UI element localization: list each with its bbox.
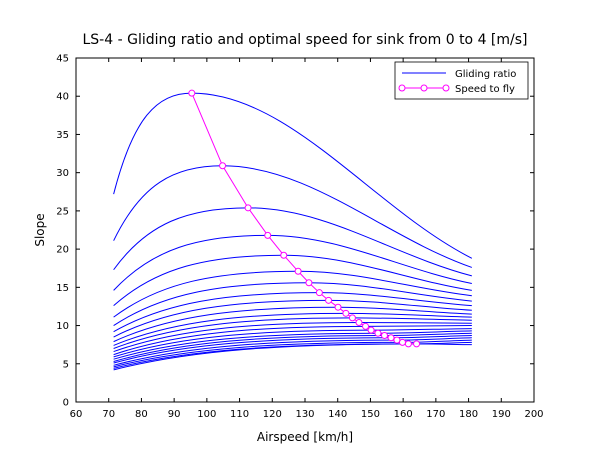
legend-marker-speed-to-fly: [398, 84, 406, 92]
gliding-ratio-curve: [113, 299, 472, 338]
speed-to-fly-point: [413, 340, 421, 348]
x-tick-label: 60: [70, 409, 83, 420]
speed-to-fly-series: [188, 89, 421, 348]
speed-to-fly-point: [188, 89, 196, 97]
x-tick-label: 160: [394, 409, 413, 420]
speed-to-fly-point: [398, 338, 406, 346]
gliding-ratio-curve: [113, 339, 472, 368]
x-tick-label: 90: [168, 409, 181, 420]
gliding-ratio-curve: [113, 332, 472, 362]
gliding-ratio-curve: [113, 306, 472, 343]
gliding-ratio-curve: [113, 312, 472, 346]
x-tick-label: 80: [135, 409, 148, 420]
x-tick-label: 150: [361, 409, 380, 420]
speed-to-fly-point: [342, 309, 350, 317]
speed-to-fly-point: [219, 162, 227, 170]
y-tick-label: 35: [56, 130, 69, 141]
y-tick-label: 10: [56, 321, 69, 332]
gliding-ratio-curve: [113, 207, 472, 277]
legend-box: [394, 61, 529, 100]
gliding-ratio-curve: [113, 343, 472, 371]
speed-to-fly-point: [280, 251, 288, 259]
legend: Gliding ratio Speed to fly: [394, 61, 529, 100]
speed-to-fly-point: [305, 279, 313, 287]
y-tick-label: 25: [56, 206, 69, 217]
gliding-ratio-curve: [113, 328, 472, 358]
speed-to-fly-point: [374, 329, 382, 337]
y-tick-label: 0: [63, 398, 69, 409]
speed-to-fly-point: [355, 318, 363, 326]
speed-to-fly-point: [264, 231, 272, 239]
x-tick-label: 130: [295, 409, 314, 420]
y-tick-label: 15: [56, 283, 69, 294]
speed-to-fly-point: [367, 326, 375, 334]
gliding-ratio-curve: [113, 334, 472, 364]
x-tick-label: 200: [524, 409, 543, 420]
speed-to-fly-point: [362, 322, 370, 330]
speed-to-fly-point: [334, 303, 342, 311]
gliding-ratio-curve: [113, 165, 473, 268]
speed-to-fly-point: [404, 340, 412, 348]
gliding-ratio-curve: [113, 325, 472, 356]
gliding-ratio-curves: [113, 92, 473, 371]
x-tick-label: 110: [230, 409, 249, 420]
speed-to-fly-point: [387, 334, 395, 342]
y-tick-label: 20: [56, 245, 69, 256]
gliding-ratio-curve: [113, 330, 472, 360]
y-axis-label: Slope: [33, 213, 47, 246]
speed-to-fly-point: [294, 267, 302, 275]
y-tick-label: 5: [63, 359, 69, 370]
legend-label-speed-to-fly: Speed to fly: [455, 84, 515, 95]
y-tick-label: 45: [56, 54, 69, 65]
legend-label-gliding-ratio: Gliding ratio: [455, 69, 516, 80]
y-axis-ticks: 0 5 10 15 20 25 30 35 40 45: [56, 54, 534, 409]
x-axis-label: Airspeed [km/h]: [257, 430, 353, 444]
chart-title: LS-4 - Gliding ratio and optimal speed f…: [83, 32, 528, 48]
gliding-ratio-curve: [113, 317, 472, 349]
x-tick-label: 140: [328, 409, 347, 420]
x-tick-label: 100: [197, 409, 216, 420]
legend-marker-speed-to-fly: [442, 84, 450, 92]
x-tick-label: 120: [263, 409, 282, 420]
speed-to-fly-point: [380, 331, 388, 339]
x-tick-label: 180: [459, 409, 478, 420]
speed-to-fly-line: [191, 92, 417, 345]
x-tick-label: 70: [102, 409, 115, 420]
x-tick-label: 190: [492, 409, 511, 420]
y-tick-label: 30: [56, 168, 69, 179]
gliding-ratio-curve: [113, 337, 472, 366]
gliding-ratio-curve: [113, 92, 473, 259]
speed-to-fly-point: [348, 314, 356, 322]
gliding-ratio-curve: [113, 254, 472, 307]
y-tick-label: 40: [56, 92, 69, 103]
x-tick-label: 170: [426, 409, 445, 420]
speed-to-fly-point: [325, 296, 333, 304]
plot-frame: [75, 57, 535, 403]
legend-marker-speed-to-fly: [420, 84, 428, 92]
speed-to-fly-point: [244, 204, 252, 212]
x-axis-ticks: 60 70 80 90 100 110 120 130 140 150 160 170 180 190 20…: [70, 58, 544, 420]
speed-to-fly-point: [315, 289, 323, 297]
gliding-ratio-curve: [113, 321, 472, 353]
